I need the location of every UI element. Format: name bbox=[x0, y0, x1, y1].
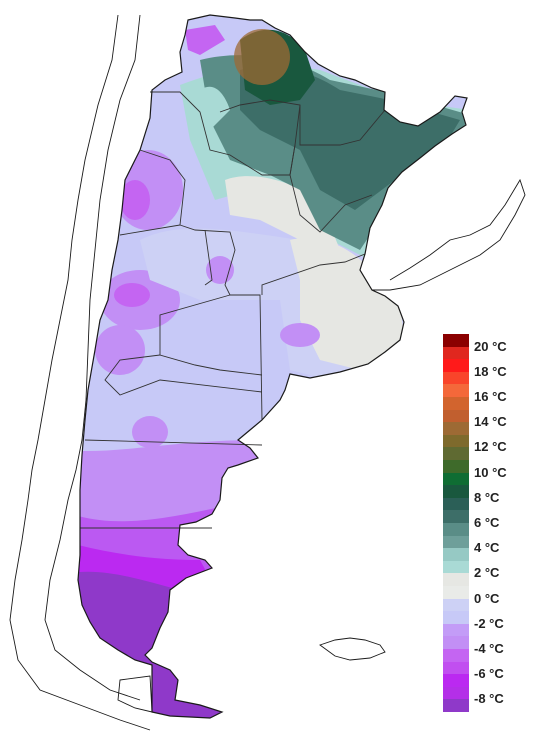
neighbor-outlines bbox=[9, 14, 526, 731]
legend-swatch bbox=[443, 636, 469, 649]
temperature-legend: 20 °C 18 °C 16 °C 14 °C 12 °C 10 °C 8 °C 6 °C 4 … bbox=[443, 334, 533, 712]
legend-swatch bbox=[443, 422, 469, 435]
legend-label: 16 °C bbox=[474, 389, 507, 404]
legend-swatch bbox=[443, 598, 469, 612]
legend-label: 2 °C bbox=[474, 565, 500, 581]
legend-swatch bbox=[443, 447, 469, 460]
legend-swatch bbox=[443, 674, 469, 687]
legend-label: -6 °C bbox=[474, 666, 504, 682]
legend-label: 8 °C bbox=[474, 489, 500, 505]
legend-label: 12 °C bbox=[474, 439, 507, 455]
legend-label: 4 °C bbox=[474, 540, 500, 556]
legend-swatch bbox=[443, 359, 469, 372]
province-borders bbox=[80, 91, 386, 529]
legend-swatch bbox=[443, 623, 469, 637]
legend-swatch bbox=[443, 573, 469, 586]
legend-label: 10 °C bbox=[474, 464, 507, 480]
legend-swatch bbox=[443, 510, 469, 523]
legend-swatch bbox=[443, 409, 469, 423]
legend-swatch bbox=[443, 334, 469, 347]
legend-label: 20 °C bbox=[474, 338, 507, 354]
legend-swatch bbox=[443, 586, 469, 599]
legend-swatch bbox=[443, 460, 469, 473]
legend-swatch bbox=[443, 548, 469, 561]
legend-swatch bbox=[443, 434, 469, 448]
legend-swatch bbox=[443, 497, 469, 511]
legend-swatch bbox=[443, 523, 469, 536]
legend-label: -4 °C bbox=[474, 641, 504, 656]
legend-swatch bbox=[443, 535, 469, 549]
legend-swatch bbox=[443, 472, 469, 486]
legend-swatch bbox=[443, 699, 469, 712]
legend-swatch bbox=[443, 560, 469, 574]
legend-swatch bbox=[443, 686, 469, 700]
legend-swatch bbox=[443, 384, 469, 397]
legend-swatch bbox=[443, 397, 469, 410]
legend-label: 18 °C bbox=[474, 363, 507, 379]
legend-swatch bbox=[443, 485, 469, 498]
legend-swatch bbox=[443, 346, 469, 360]
legend-swatch bbox=[443, 661, 469, 675]
legend-swatch bbox=[443, 371, 469, 385]
legend-label: 0 °C bbox=[474, 590, 500, 606]
legend-label: -8 °C bbox=[474, 691, 504, 707]
legend-label: 6 °C bbox=[474, 515, 500, 530]
country-outline bbox=[77, 14, 468, 719]
legend-label: -2 °C bbox=[474, 615, 504, 631]
legend-swatch bbox=[443, 649, 469, 662]
legend-swatch bbox=[443, 611, 469, 624]
legend-label: 14 °C bbox=[474, 414, 507, 430]
